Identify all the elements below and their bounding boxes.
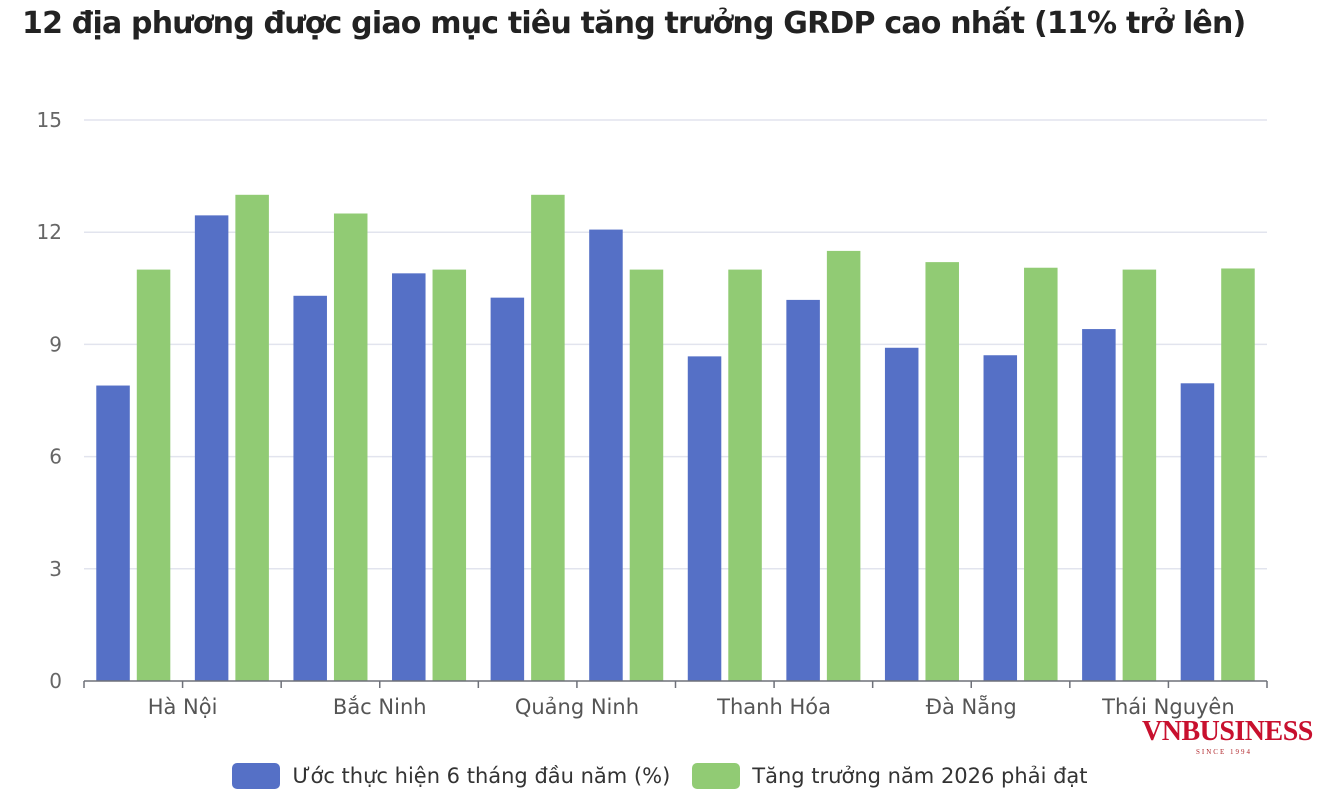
y-tick-label: 15 [37,108,62,132]
vnbusiness-logo-tagline: SINCE 1994 [1196,748,1252,756]
bar-series-2[interactable] [629,269,664,681]
bar-series-2[interactable] [1024,267,1058,681]
bar-series-1[interactable] [589,229,623,681]
bar-series-2[interactable] [1221,268,1255,681]
bar-series-1[interactable] [96,385,130,681]
bar-series-1[interactable] [490,297,525,681]
chart-title: 12 địa phương được giao mục tiêu tăng tr… [22,6,1246,41]
legend-item-series-1[interactable]: Ước thực hiện 6 tháng đầu năm (%) [232,763,670,789]
bar-series-2[interactable] [728,269,762,681]
y-tick-label: 0 [49,669,62,693]
bar-series-2[interactable] [531,194,565,682]
bar-chart: 0 3 6 9 12 15 Hà Nội Bắc Ninh Quảng Ninh Thanh Hó… [37,108,1268,719]
bar-series-2[interactable] [1122,269,1157,681]
x-category-label: Thái Nguyên [1101,695,1235,719]
y-tick-label: 3 [49,557,62,581]
bar-series-1[interactable] [293,295,327,681]
vnbusiness-logo: VNBUSINESS [1142,716,1313,747]
x-category-label: Thanh Hóa [716,695,831,719]
chart-legend: Ước thực hiện 6 tháng đầu năm (%) Tăng t… [0,756,1320,796]
bar-series-1[interactable] [392,273,426,681]
legend-swatch-series-1 [232,763,281,789]
bar-series-2[interactable] [432,269,467,681]
bar-series-1[interactable] [983,355,1018,681]
bar-series-2[interactable] [333,213,368,682]
bar-series-2[interactable] [826,250,861,681]
bar-series-1[interactable] [786,299,820,681]
bar-series-2[interactable] [136,269,171,681]
legend-item-series-2[interactable]: Tăng trưởng năm 2026 phải đạt [692,763,1088,789]
bar-series-2[interactable] [235,194,269,682]
x-category-label: Hà Nội [148,695,218,719]
x-category-label: Quảng Ninh [515,695,639,719]
legend-label-series-1: Ước thực hiện 6 tháng đầu năm (%) [292,764,671,788]
x-category-label: Đà Nẵng [926,694,1017,719]
legend-label-series-2: Tăng trưởng năm 2026 phải đạt [752,764,1088,788]
bar-series-1[interactable] [1082,329,1116,681]
bar-series-1[interactable] [687,356,722,681]
y-tick-label: 6 [49,445,62,469]
x-category-label: Bắc Ninh [333,695,427,719]
bar-series-2[interactable] [925,262,959,681]
legend-swatch-series-2 [692,763,741,789]
y-tick-label: 9 [49,332,62,356]
y-tick-label: 12 [37,220,62,244]
bar-series-1[interactable] [194,215,229,681]
bar-series-1[interactable] [884,347,919,681]
bar-series-1[interactable] [1180,383,1215,681]
